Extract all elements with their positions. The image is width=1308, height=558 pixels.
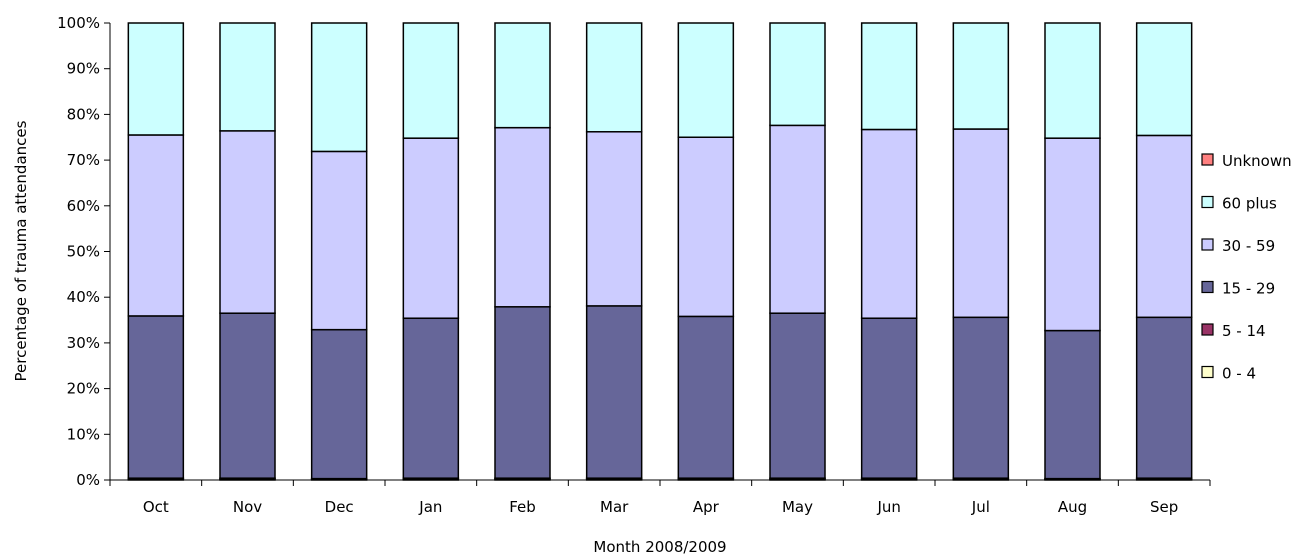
bar-stack-apr (677, 22, 735, 481)
legend-label: 0 - 4 (1222, 365, 1256, 383)
y-axis: 0% 10% 20% 30% 40% 50% 60% 70% 80% 90% 100% (57, 14, 111, 489)
legend-item: Unknown (1201, 152, 1292, 170)
legend-swatch (1201, 365, 1214, 379)
x-tick-label: Jun (876, 498, 900, 516)
x-tick-label: May (782, 498, 813, 516)
bar-segment (860, 317, 918, 479)
bar-segment (860, 22, 918, 131)
legend-swatch (1201, 280, 1214, 294)
bar-segment (677, 22, 735, 138)
bar-stack-nov (219, 22, 276, 481)
y-tick-label: 100% (57, 14, 100, 32)
bar-segment (952, 22, 1010, 130)
bar-segment (769, 124, 826, 314)
bar-stack-mar (585, 22, 643, 481)
bar-segment (952, 128, 1010, 319)
bar-segment (127, 22, 185, 136)
legend-item: 0 - 4 (1201, 365, 1256, 383)
y-tick-label: 90% (67, 60, 100, 78)
bar-segment (585, 131, 643, 307)
bar-segment (1135, 134, 1193, 319)
bar-segment (1135, 22, 1193, 137)
bar-segment (860, 128, 918, 319)
x-tick-label: Jan (418, 498, 442, 516)
legend-item: 15 - 29 (1201, 280, 1275, 298)
bar-stack-dec (310, 22, 368, 481)
bar-segment (310, 328, 368, 480)
legend-swatch (1201, 238, 1214, 251)
bar-stack-feb (494, 22, 551, 481)
bar-segment (585, 305, 643, 479)
x-tick-label: Aug (1058, 498, 1087, 516)
bar-segment (494, 126, 551, 308)
y-tick-label: 80% (67, 105, 100, 123)
legend-swatch (1201, 323, 1214, 336)
bar-segment (219, 130, 276, 314)
bar-stack-may (769, 22, 826, 481)
legend-item: 5 - 14 (1201, 322, 1266, 340)
legend-label: Unknown (1222, 152, 1292, 170)
plot-area (127, 22, 1193, 481)
bar-segment (494, 306, 551, 479)
bar-segment (585, 22, 643, 133)
bar-stack-oct (127, 22, 185, 481)
bar-segment (1044, 137, 1101, 332)
bar-segment (769, 22, 826, 127)
y-tick-label: 60% (67, 197, 100, 215)
bar-segment (402, 137, 460, 319)
bar-stack-jun (860, 22, 918, 481)
bar-segment (127, 315, 185, 479)
bar-segment (310, 22, 368, 153)
legend-label: 60 plus (1222, 195, 1277, 213)
bar-segment (1135, 316, 1193, 479)
bar-segment (1044, 22, 1101, 139)
bar-segment (310, 150, 368, 331)
bar-stack-jul (952, 22, 1010, 481)
legend-label: 15 - 29 (1222, 280, 1275, 298)
bar-stack-aug (1044, 22, 1101, 481)
legend-item: 60 plus (1201, 195, 1277, 213)
bar-segment (219, 22, 276, 132)
y-tick-label: 50% (67, 243, 100, 261)
bar-segment (402, 22, 460, 139)
y-tick-label: 10% (67, 425, 100, 443)
legend-swatch (1201, 153, 1214, 166)
x-tick-label: Nov (233, 498, 262, 516)
x-axis: Oct Nov Dec Jan Feb Mar Apr May Jun Jul Aug Sep (109, 479, 1211, 516)
y-tick-label: 30% (67, 334, 100, 352)
bar-segment (952, 316, 1010, 479)
bar-segment (769, 312, 826, 479)
x-tick-label: Dec (325, 498, 354, 516)
y-tick-label: 40% (67, 288, 100, 306)
y-tick-label: 70% (67, 151, 100, 169)
bar-segment (219, 312, 276, 479)
x-tick-label: Apr (693, 498, 720, 516)
x-tick-label: Sep (1150, 498, 1178, 516)
y-tick-label: 20% (67, 380, 100, 398)
x-tick-label: Jul (971, 498, 990, 516)
bar-stack-jan (402, 22, 460, 481)
legend: Unknown 60 plus 30 - 59 15 - 29 5 - 14 0 - 4 (1201, 152, 1292, 383)
y-tick-label: 0% (76, 471, 100, 489)
x-axis-label: Month 2008/2009 (593, 538, 726, 556)
x-tick-label: Mar (600, 498, 629, 516)
legend-item: 30 - 59 (1201, 237, 1275, 255)
x-tick-label: Oct (143, 498, 169, 516)
bar-segment (494, 22, 551, 129)
bar-segment (677, 315, 735, 479)
bar-segment (402, 317, 460, 479)
bar-segment (127, 134, 185, 317)
legend-label: 5 - 14 (1222, 322, 1266, 340)
bar-segment (1044, 329, 1101, 480)
legend-swatch (1201, 195, 1214, 209)
x-tick-label: Feb (509, 498, 536, 516)
bar-stack-sep (1135, 22, 1193, 481)
y-axis-label: Percentage of trauma attendances (12, 120, 30, 381)
legend-label: 30 - 59 (1222, 237, 1275, 255)
bar-segment (677, 136, 735, 318)
